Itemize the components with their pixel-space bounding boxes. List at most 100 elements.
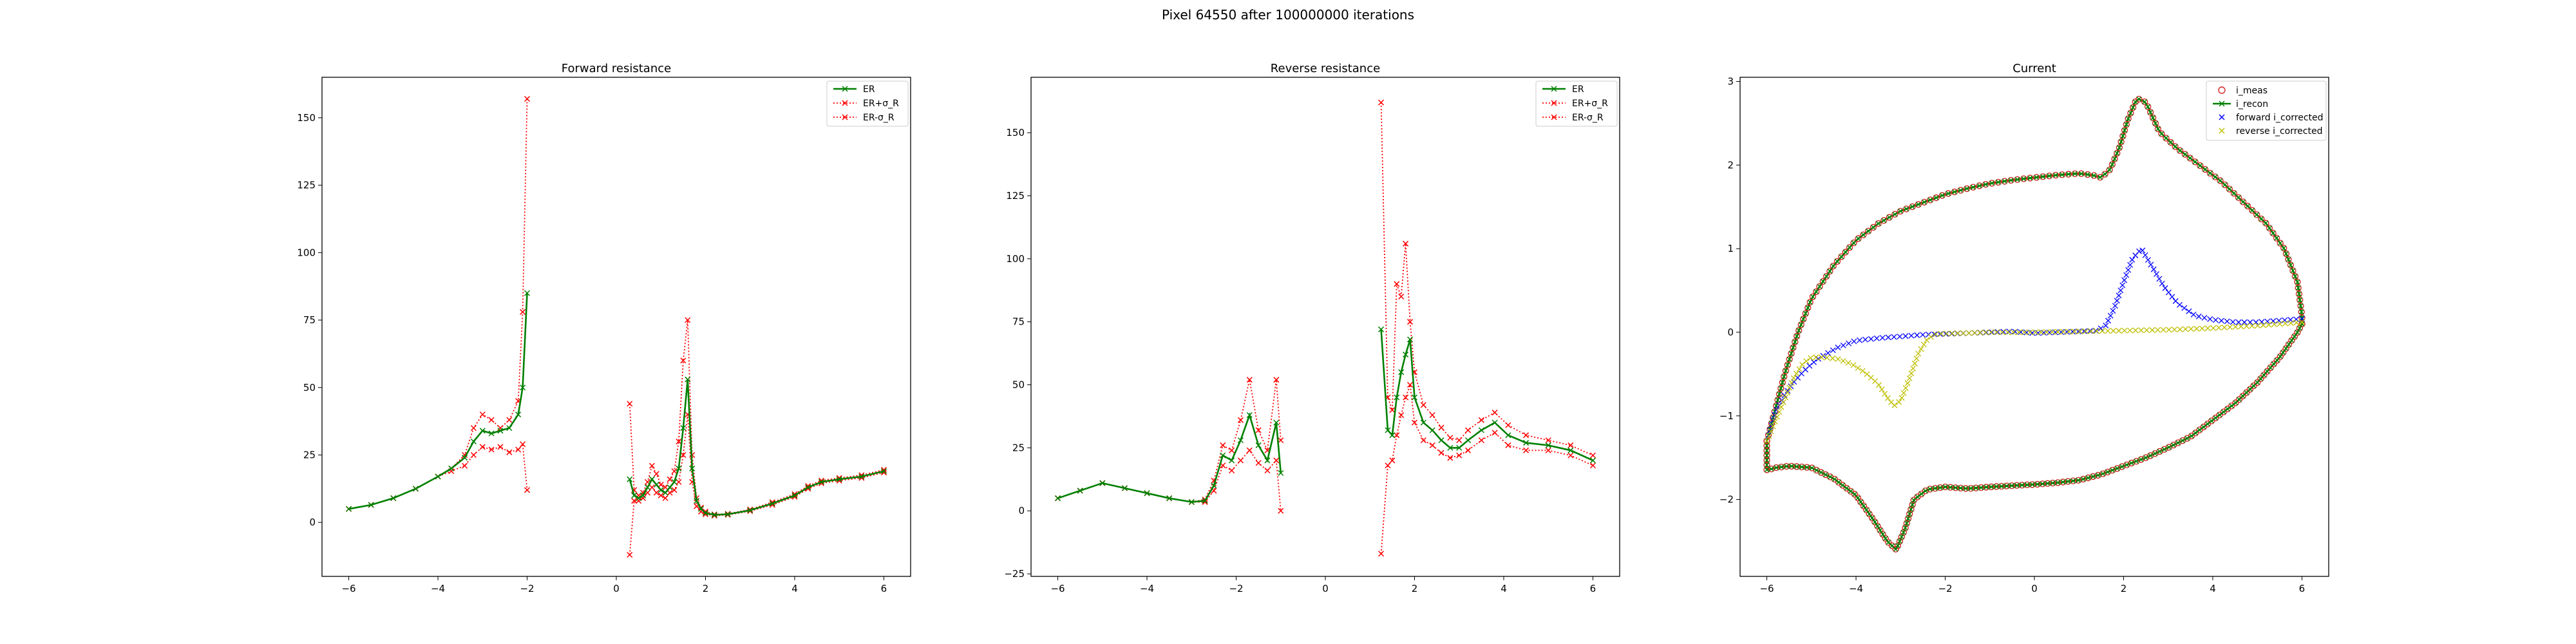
i-recon-point xyxy=(1918,491,1924,497)
i-recon-point xyxy=(2112,156,2117,162)
i-recon-point xyxy=(2159,131,2164,137)
i-recon-point xyxy=(1915,202,1921,207)
y-tick-label: 100 xyxy=(297,247,316,258)
reverse-i-corrected-point xyxy=(1902,385,1909,392)
i-meas-point xyxy=(1982,181,1989,188)
series-bound-point xyxy=(1394,281,1400,287)
forward-i-corrected-point xyxy=(2213,317,2219,323)
series-er-point xyxy=(1166,495,1173,502)
i-recon-point xyxy=(2197,163,2203,169)
legend-label: ER+σ_R xyxy=(863,99,899,109)
i-recon-point xyxy=(2120,133,2126,139)
i-recon-point xyxy=(2138,457,2144,462)
i-recon-point xyxy=(2150,115,2156,120)
i-recon-point xyxy=(1877,527,1883,533)
i-meas-point xyxy=(2111,155,2118,162)
series-bound-point xyxy=(1505,442,1511,448)
forward-i-corrected-point xyxy=(1846,340,1852,346)
series-er-point xyxy=(724,511,731,518)
i-meas-point xyxy=(2044,480,2051,487)
i-meas-point xyxy=(2125,115,2132,122)
i-recon-point xyxy=(1994,484,2000,489)
i-recon-point xyxy=(2182,151,2188,157)
reverse-i-corrected-point xyxy=(2138,327,2145,334)
i-recon-point xyxy=(1814,468,1819,473)
reverse-i-corrected-point xyxy=(2183,326,2189,332)
reverse-i-corrected-point xyxy=(2188,326,2194,332)
i-recon-point xyxy=(1886,214,1892,220)
i-recon-point xyxy=(1882,536,1888,542)
i-meas-point xyxy=(1816,283,1823,290)
series-bound-point xyxy=(1567,452,1574,459)
forward-i-corrected-point xyxy=(2127,261,2134,268)
i-recon-point xyxy=(2277,354,2283,359)
series-bound-point xyxy=(1429,412,1435,419)
series-bound-point xyxy=(667,489,673,496)
forward-i-corrected-point xyxy=(1857,337,1863,343)
forward-i-corrected-point xyxy=(1920,332,1926,338)
reverse-i-corrected-point xyxy=(2238,323,2244,330)
i-recon-point xyxy=(1904,520,1909,526)
reverse-i-corrected-point xyxy=(2016,329,2022,336)
i-meas-point xyxy=(2013,482,2021,489)
series-bound-point xyxy=(1389,407,1396,413)
i-recon-point xyxy=(1803,310,1808,316)
reverse-i-corrected-point xyxy=(2099,328,2105,334)
i-recon-point xyxy=(2100,471,2106,477)
i-recon-point xyxy=(2249,207,2255,213)
i-recon-point xyxy=(1855,236,1861,242)
i-meas-point xyxy=(2154,125,2162,133)
i-meas-point xyxy=(2152,120,2159,127)
reverse-i-corrected-point xyxy=(1891,402,1898,408)
i-recon-point xyxy=(1778,385,1784,391)
i-meas-point xyxy=(2248,207,2256,214)
i-recon-point xyxy=(1922,199,1927,205)
i-meas-point xyxy=(2243,389,2250,396)
i-meas-point xyxy=(1804,304,1812,312)
i-recon-point xyxy=(2168,139,2174,145)
x-tick-label: 2 xyxy=(1412,583,1418,594)
reverse-i-corrected-point xyxy=(1896,399,1902,405)
i-recon-point xyxy=(1851,240,1857,246)
reverse-i-corrected-point xyxy=(1818,354,1824,361)
i-recon-point xyxy=(2277,240,2283,246)
i-recon-point xyxy=(2225,406,2231,412)
i-recon-point xyxy=(1809,465,1815,471)
series-er-point xyxy=(711,511,717,518)
legend-marker xyxy=(2219,100,2225,107)
i-recon-point xyxy=(1834,258,1840,264)
reverse-i-corrected-point xyxy=(2082,328,2088,334)
i-meas-point xyxy=(2033,174,2040,181)
forward-i-corrected-point xyxy=(2125,267,2132,273)
i-meas-point xyxy=(1802,310,1809,317)
i-recon-point xyxy=(2059,172,2065,178)
i-meas-point xyxy=(2114,149,2121,157)
i-meas-point xyxy=(2146,109,2154,116)
i-recon-point xyxy=(1932,486,1938,491)
series-er-point xyxy=(747,507,753,513)
i-recon-point xyxy=(2295,285,2301,291)
legend-label: ER xyxy=(1572,84,1584,95)
i-meas-point xyxy=(1788,462,1795,470)
series-er-point xyxy=(1420,419,1426,426)
i-meas-point xyxy=(1972,484,1980,491)
i-recon-point xyxy=(2184,435,2190,441)
forward-i-corrected-point xyxy=(2145,257,2151,263)
i-meas-point xyxy=(2158,130,2165,137)
i-recon-point xyxy=(1814,289,1819,294)
series-bound-point xyxy=(1420,437,1426,444)
reverse-i-corrected-point xyxy=(1776,409,1783,415)
forward-i-corrected-point xyxy=(2207,316,2213,322)
i-meas-point xyxy=(1846,244,1853,251)
reverse-i-corrected-point xyxy=(1803,358,1810,365)
forward-i-corrected-point xyxy=(2218,317,2224,324)
i-meas-point xyxy=(2027,175,2034,182)
forward-i-corrected-point xyxy=(1873,335,1880,341)
forward-i-corrected-point xyxy=(1825,350,1832,356)
series-er-point xyxy=(1567,447,1574,453)
i-recon-point xyxy=(1927,197,1933,203)
reverse-i-corrected-point xyxy=(1971,330,1978,336)
reverse-i-corrected-point xyxy=(1960,330,1967,336)
forward-i-corrected-point xyxy=(2150,266,2157,272)
reverse-i-corrected-point xyxy=(2116,328,2122,334)
